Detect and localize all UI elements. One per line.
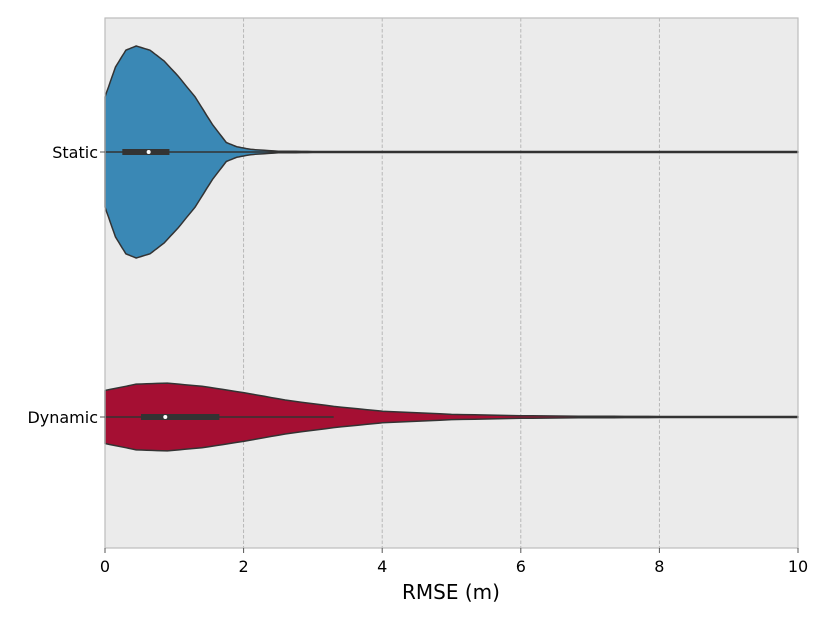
x-tick-label: 6 (516, 557, 526, 576)
x-tick-label: 0 (100, 557, 110, 576)
plot-frame (104, 17, 799, 549)
violin-median (163, 415, 168, 419)
x-tick-label: 10 (788, 557, 808, 576)
y-tick-label: Dynamic (27, 408, 98, 427)
x-axis-ticks: 0 2 4 6 8 10 (100, 548, 808, 576)
violins (104, 45, 799, 452)
violin-iqr-box (122, 149, 170, 155)
y-tick-label: Static (52, 143, 98, 162)
y-axis-labels: Static Dynamic (27, 143, 105, 427)
x-axis-label: RMSE (m) (402, 580, 500, 604)
x-tick-label: 4 (377, 557, 387, 576)
violin-median (146, 150, 151, 154)
x-tick-label: 8 (654, 557, 664, 576)
x-tick-label: 2 (239, 557, 249, 576)
plot-background (105, 18, 798, 548)
violin-iqr-box (141, 414, 220, 420)
grid-lines (243, 18, 660, 548)
